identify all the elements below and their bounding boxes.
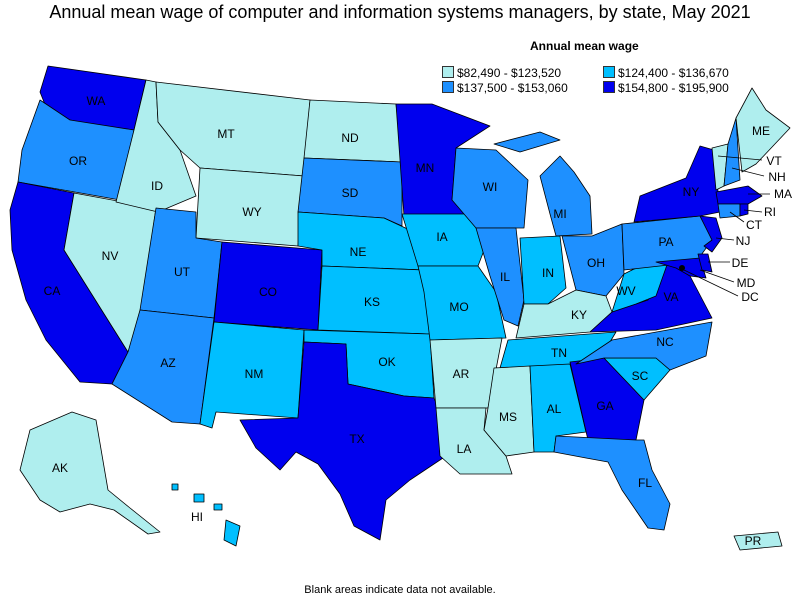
state-la[interactable]	[435, 407, 513, 475]
label-ri: RI	[764, 205, 776, 219]
state-hi[interactable]	[171, 483, 241, 547]
legend-item-bin1: $82,490 - $123,520	[442, 66, 561, 80]
state-az[interactable]	[111, 309, 215, 425]
legend-label-bin4: $154,800 - $195,900	[618, 81, 729, 95]
leader-dc	[683, 269, 739, 297]
legend-item-bin3: $137,500 - $153,060	[442, 81, 568, 95]
legend-label-bin2: $124,400 - $136,670	[618, 66, 729, 80]
label-de: DE	[732, 256, 749, 270]
label-ms: MS	[499, 410, 517, 424]
label-nv: NV	[102, 249, 119, 263]
label-ky: KY	[571, 308, 587, 322]
label-wy: WY	[242, 205, 261, 219]
label-nc: NC	[656, 335, 674, 349]
label-va: VA	[663, 290, 678, 304]
legend-swatch-bin3	[442, 81, 454, 93]
label-fl: FL	[638, 476, 652, 490]
leader-nj	[715, 237, 735, 241]
label-mn: MN	[416, 161, 435, 175]
label-id: ID	[151, 179, 163, 193]
label-co: CO	[259, 285, 277, 299]
label-ma: MA	[774, 187, 792, 201]
legend-item-bin4: $154,800 - $195,900	[603, 81, 729, 95]
leader-nh	[731, 167, 765, 177]
leader-ri	[743, 209, 763, 213]
label-il: IL	[500, 270, 510, 284]
state-mo[interactable]	[417, 265, 507, 341]
label-or: OR	[69, 154, 87, 168]
label-me: ME	[752, 124, 770, 138]
state-nj[interactable]	[699, 215, 723, 253]
footer-note: Blank areas indicate data not available.	[304, 584, 496, 596]
label-ny: NY	[683, 185, 700, 199]
label-mt: MT	[217, 127, 235, 141]
leader-vt	[717, 155, 763, 161]
label-vt: VT	[766, 154, 782, 168]
state-nc[interactable]	[575, 321, 713, 371]
label-tx: TX	[349, 432, 364, 446]
label-wa: WA	[87, 94, 106, 108]
legend-swatch-bin1	[442, 66, 454, 78]
label-mo: MO	[449, 300, 468, 314]
label-hi: HI	[191, 510, 203, 524]
state-ak[interactable]	[19, 411, 161, 535]
label-pr: PR	[745, 534, 762, 548]
state-fl[interactable]	[553, 435, 671, 531]
label-la: LA	[457, 442, 472, 456]
label-in: IN	[542, 266, 554, 280]
label-oh: OH	[587, 256, 605, 270]
label-sd: SD	[342, 186, 359, 200]
label-ct: CT	[746, 218, 763, 232]
state-me[interactable]	[735, 87, 791, 173]
state-mi[interactable]	[493, 131, 593, 237]
state-ma[interactable]	[715, 185, 763, 205]
label-ca: CA	[44, 284, 61, 298]
label-wv: WV	[616, 284, 635, 298]
state-ny[interactable]	[633, 145, 721, 223]
label-ok: OK	[378, 355, 395, 369]
state-il[interactable]	[475, 227, 525, 327]
label-md: MD	[737, 276, 756, 290]
label-nm: NM	[245, 367, 264, 381]
state-in[interactable]	[519, 235, 567, 305]
legend-swatch-bin4	[603, 81, 615, 93]
label-dc: DC	[741, 290, 759, 304]
leader-md	[699, 269, 735, 283]
label-ak: AK	[52, 461, 68, 475]
label-nj: NJ	[736, 234, 751, 248]
state-ct[interactable]	[717, 203, 741, 219]
map-title: Annual mean wage of computer and informa…	[49, 2, 751, 22]
state-wi[interactable]	[451, 147, 529, 229]
legend-item-bin2: $124,400 - $136,670	[603, 66, 729, 80]
state-pr[interactable]	[733, 531, 783, 551]
label-pa: PA	[658, 235, 673, 249]
label-az: AZ	[160, 356, 175, 370]
label-al: AL	[547, 402, 562, 416]
label-wi: WI	[483, 180, 498, 194]
state-tx[interactable]	[239, 341, 447, 541]
label-ar: AR	[453, 367, 470, 381]
label-mi: MI	[553, 207, 566, 221]
label-ne: NE	[350, 245, 367, 259]
label-tn: TN	[551, 346, 567, 360]
legend-title: Annual mean wage	[530, 39, 639, 53]
state-ky[interactable]	[515, 289, 613, 339]
legend-label-bin1: $82,490 - $123,520	[457, 66, 562, 80]
state-dc[interactable]	[679, 265, 685, 271]
legend-swatch-bin2	[603, 66, 615, 78]
label-nd: ND	[341, 131, 359, 145]
label-ga: GA	[596, 399, 613, 413]
label-ut: UT	[174, 265, 191, 279]
label-ia: IA	[436, 230, 447, 244]
state-de[interactable]	[697, 253, 713, 273]
label-sc: SC	[632, 369, 649, 383]
label-nh: NH	[768, 170, 785, 184]
label-ks: KS	[364, 295, 380, 309]
legend-label-bin3: $137,500 - $153,060	[457, 81, 568, 95]
leader-ct	[729, 211, 745, 223]
